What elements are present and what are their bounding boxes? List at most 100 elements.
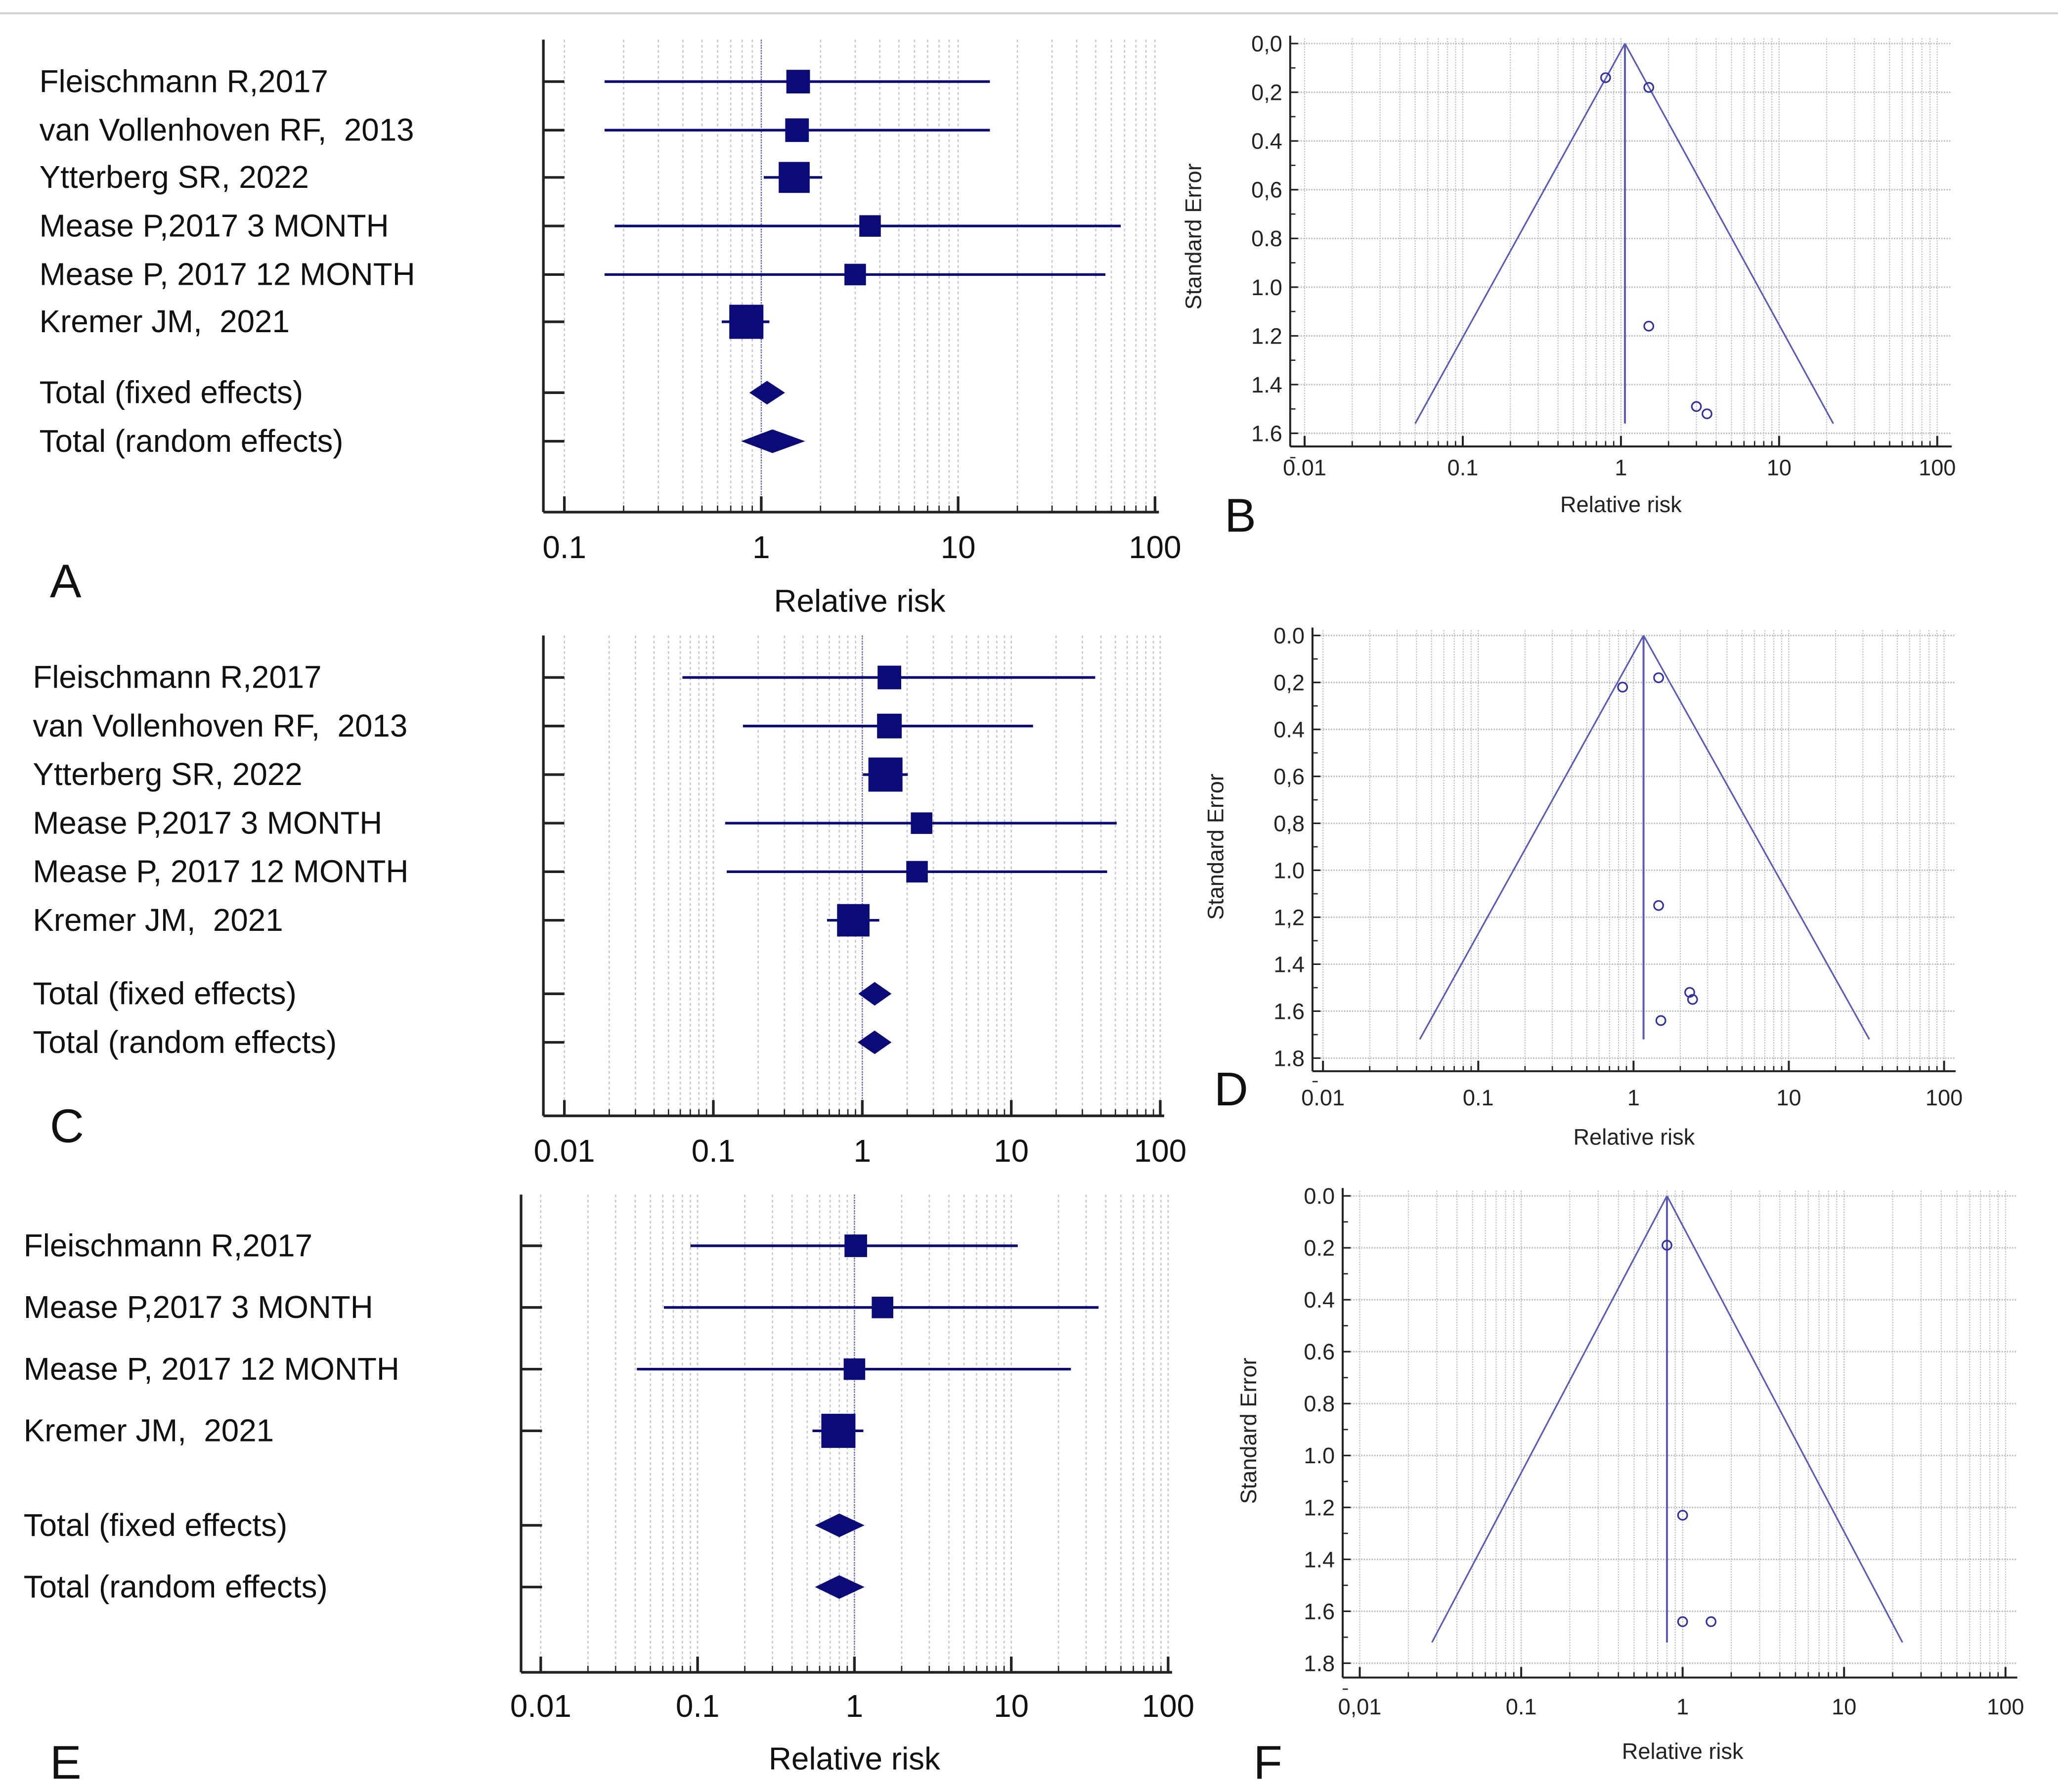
y-tick-label: 1.2 xyxy=(1251,323,1282,349)
pooled-diamond xyxy=(815,1513,865,1537)
y-tick-label: 0,6 xyxy=(1251,177,1282,203)
study-label: Fleischmann R,2017 xyxy=(40,63,328,99)
y-tick-label: 0.2 xyxy=(1304,1235,1335,1261)
study-point xyxy=(1653,672,1664,683)
panel-f: F 0.0 0.2 0.4 0.6 0.8 1.0 1.2 1.4 1.6 1.80,01 0.1 1 1… xyxy=(1236,1183,2024,1789)
pooled-diamond xyxy=(749,381,785,405)
y-axis-label: Standard Error xyxy=(1203,774,1228,920)
y-tick-label: 1,2 xyxy=(1273,905,1305,930)
y-tick-label: 0,8 xyxy=(1273,811,1305,836)
study-point xyxy=(1684,987,1695,998)
study-marker xyxy=(821,1413,856,1448)
total-label: Total (random effects) xyxy=(24,1569,328,1605)
study-point xyxy=(1706,1616,1717,1627)
study-label: Mease P, 2017 12 MONTH xyxy=(40,257,415,292)
pooled-diamond xyxy=(858,982,892,1006)
y-tick-label: 1.4 xyxy=(1273,952,1305,977)
x-tick-label: 0.01 xyxy=(510,1688,571,1724)
x-axis-label: Relative risk xyxy=(1560,492,1682,517)
x-tick-label: 100 xyxy=(1926,1085,1963,1110)
total-label: Total (fixed effects) xyxy=(33,976,296,1011)
pooled-diamond xyxy=(815,1575,865,1599)
x-tick-label: 100 xyxy=(1134,1133,1186,1169)
x-tick-label: 10 xyxy=(1776,1085,1801,1110)
study-marker xyxy=(906,861,928,883)
pooled-diamond xyxy=(857,1030,892,1054)
x-axis-label: Relative risk xyxy=(1574,1125,1695,1150)
study-label: Kremer JM, 2021 xyxy=(24,1413,274,1448)
x-tick-label: 10 xyxy=(1832,1694,1856,1719)
x-tick-label: 100 xyxy=(1987,1694,2024,1719)
panel-letter: E xyxy=(50,1736,82,1789)
panel-letter: C xyxy=(50,1099,84,1152)
panel-letter: D xyxy=(1214,1063,1248,1116)
x-tick-label: 0.1 xyxy=(542,529,586,565)
panel-a: A 0.1 1 10 100 Relative risk Fleischmann R,201… xyxy=(40,40,1182,619)
study-marker xyxy=(877,665,902,690)
study-marker xyxy=(859,215,881,237)
funnel-right-limit xyxy=(1643,635,1870,1040)
study-marker xyxy=(779,162,810,193)
study-label: van Vollenhoven RF, 2013 xyxy=(40,112,414,148)
x-tick-label: 100 xyxy=(1142,1688,1194,1724)
x-tick-label: 1 xyxy=(752,529,770,565)
study-marker xyxy=(872,1297,893,1318)
study-point xyxy=(1687,994,1698,1005)
study-label: Kremer JM, 2021 xyxy=(40,304,290,339)
study-marker xyxy=(844,263,866,286)
study-label: Mease P,2017 3 MONTH xyxy=(40,208,389,243)
y-tick-label: 1.2 xyxy=(1304,1495,1335,1520)
study-point xyxy=(1600,72,1611,83)
y-tick-label: 0.0 xyxy=(1273,623,1305,648)
study-point xyxy=(1691,401,1702,412)
x-tick-label: 100 xyxy=(1919,455,1956,481)
study-point xyxy=(1653,900,1664,911)
x-tick-label: 10 xyxy=(941,529,976,565)
x-tick-label: 10 xyxy=(994,1688,1029,1724)
funnel-left-limit xyxy=(1419,635,1645,1040)
y-tick-label: 0.4 xyxy=(1273,717,1305,742)
y-tick-label: 1.0 xyxy=(1251,275,1282,300)
y-tick-label: 0.4 xyxy=(1251,129,1282,154)
y-tick-label: 1.4 xyxy=(1304,1547,1335,1572)
study-label: Ytterberg SR, 2022 xyxy=(40,159,309,195)
x-tick-label: 0.01 xyxy=(1283,455,1326,481)
funnel-left-limit xyxy=(1431,1195,1668,1643)
x-tick-label: 10 xyxy=(994,1133,1029,1169)
study-marker xyxy=(729,305,764,339)
study-marker xyxy=(868,757,903,792)
x-tick-label: 0.1 xyxy=(676,1688,720,1724)
y-tick-label: 1.6 xyxy=(1273,999,1305,1024)
x-tick-label: 0.1 xyxy=(1447,455,1479,481)
x-tick-label: 1 xyxy=(1676,1694,1689,1719)
x-tick-label: 0.1 xyxy=(1463,1085,1494,1110)
x-axis-label: Relative risk xyxy=(769,1741,940,1776)
study-label: Fleischmann R,2017 xyxy=(33,659,321,695)
funnel-right-limit xyxy=(1666,1195,1903,1643)
study-marker xyxy=(837,904,870,937)
study-label: Mease P,2017 3 MONTH xyxy=(24,1289,373,1325)
study-point xyxy=(1617,682,1628,693)
x-axis-label: Relative risk xyxy=(774,583,946,619)
x-tick-label: 1 xyxy=(846,1688,863,1724)
y-tick-label: 1.6 xyxy=(1251,421,1282,446)
study-point xyxy=(1643,82,1655,93)
total-label: Total (fixed effects) xyxy=(40,375,303,410)
y-axis-label: Standard Error xyxy=(1181,163,1206,309)
panel-c: C 0.01 0.1 1 10 100 Fleischmann R,2017 van Voll… xyxy=(33,635,1186,1169)
y-axis-label: Standard Error xyxy=(1236,1357,1261,1504)
study-point xyxy=(1643,320,1655,332)
y-tick-label: 0.8 xyxy=(1251,226,1282,251)
y-tick-label: 1.0 xyxy=(1273,858,1305,883)
study-point xyxy=(1677,1616,1688,1627)
y-tick-label: 1.0 xyxy=(1304,1443,1335,1468)
study-point xyxy=(1662,1240,1672,1251)
study-point xyxy=(1655,1015,1666,1026)
study-marker xyxy=(785,118,809,142)
y-tick-label: 0.6 xyxy=(1304,1339,1335,1364)
study-label: Mease P, 2017 12 MONTH xyxy=(24,1351,399,1387)
study-point xyxy=(1702,408,1712,419)
total-label: Total (random effects) xyxy=(40,423,344,459)
study-label: Fleischmann R,2017 xyxy=(24,1227,312,1263)
